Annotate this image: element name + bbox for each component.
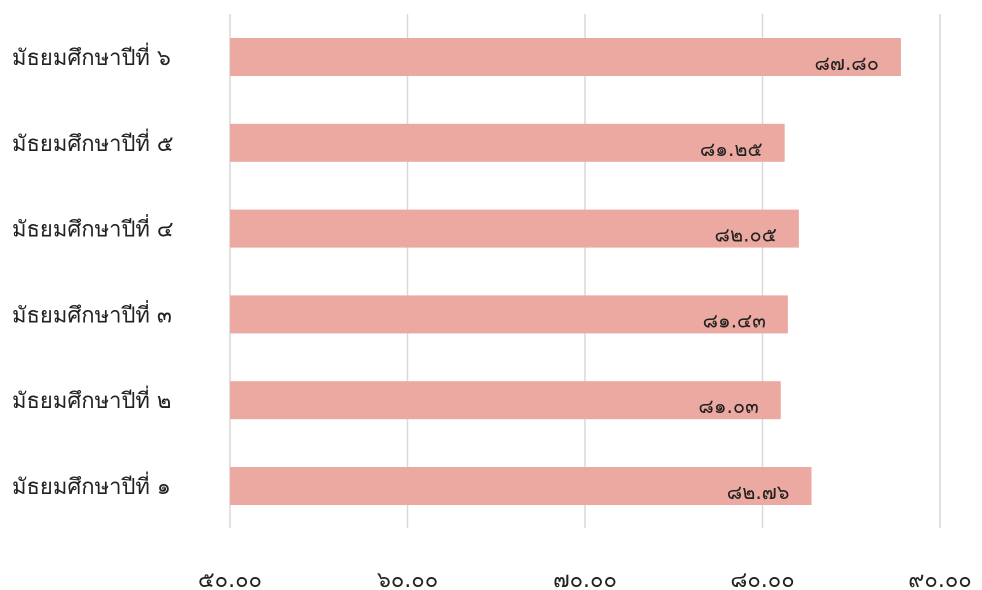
x-tick-label: ๖๐.๐๐: [377, 568, 438, 590]
data-label: ๘๒.๗๖: [727, 480, 790, 504]
category-label: มัธยมศึกษาปีที่ ๒: [12, 385, 171, 414]
bar: [230, 467, 812, 505]
bar: [230, 38, 901, 76]
category-label: มัธยมศึกษาปีที่ ๑: [12, 471, 171, 500]
data-label: ๘๑.๐๓: [698, 394, 758, 418]
category-labels: มัธยมศึกษาปีที่ ๖มัธยมศึกษาปีที่ ๕มัธยมศ…: [12, 42, 174, 500]
category-label: มัธยมศึกษาปีที่ ๓: [12, 299, 172, 328]
x-tick-label: ๙๐.๐๐: [908, 568, 971, 590]
bar: [230, 381, 781, 420]
bar: [230, 123, 785, 162]
category-label: มัธยมศึกษาปีที่ ๕: [12, 128, 174, 157]
x-tick-label: ๕๐.๐๐: [198, 568, 262, 590]
data-label: ๘๒.๐๕: [715, 223, 777, 247]
category-label: มัธยมศึกษาปีที่ ๖: [12, 42, 171, 71]
bar: [230, 295, 788, 334]
x-tick-label: ๗๐.๐๐: [553, 568, 617, 590]
x-tick-labels: ๕๐.๐๐ ๖๐.๐๐ ๗๐.๐๐ ๘๐.๐๐ ๙๐.๐๐: [198, 568, 972, 590]
category-label: มัธยมศึกษาปีที่ ๔: [12, 214, 174, 243]
grid-lines: [229, 14, 941, 528]
data-label: ๘๑.๒๕: [700, 137, 763, 161]
x-tick-label: ๘๐.๐๐: [730, 568, 794, 590]
data-label: ๘๑.๔๓: [703, 308, 766, 332]
data-label: ๘๗.๘๐: [814, 51, 878, 75]
bars: [230, 38, 901, 505]
bar: [230, 209, 799, 248]
